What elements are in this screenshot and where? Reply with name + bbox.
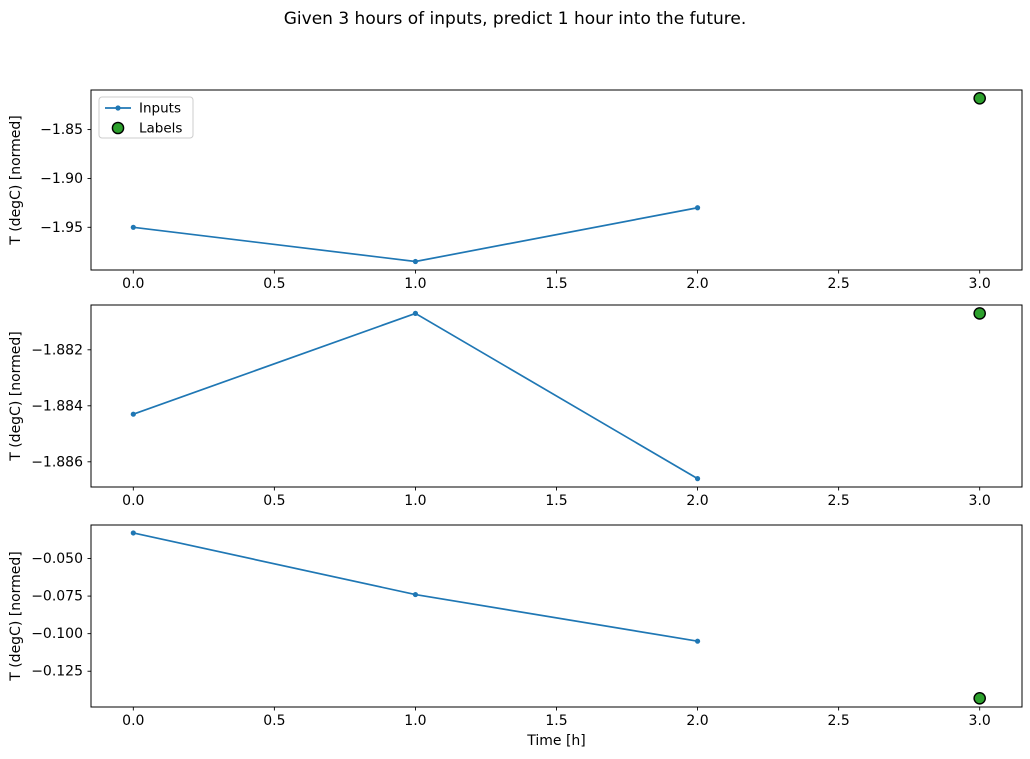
y-axis-label: T (degC) [normed] <box>8 331 24 462</box>
inputs-line <box>133 206 698 263</box>
inputs-point-marker <box>694 638 701 644</box>
inputs-line <box>133 312 698 480</box>
x-tick-label: 0.0 <box>122 713 144 729</box>
inputs-point-marker <box>412 258 419 265</box>
y-axis-label: T (degC) [normed] <box>8 115 24 246</box>
x-tick-label: 1.0 <box>404 493 426 509</box>
y-tick-label: −0.125 <box>31 664 83 680</box>
inputs-point-marker <box>130 224 136 230</box>
x-axis-label: Time [h] <box>526 733 586 749</box>
x-tick-label: 2.0 <box>686 276 708 292</box>
x-tick-label: 1.0 <box>404 276 426 292</box>
x-tick-label: 2.5 <box>827 493 849 509</box>
y-tick-label: −1.882 <box>31 342 83 358</box>
inputs-point-marker <box>130 411 136 417</box>
labels-scatter-point <box>973 691 986 705</box>
inputs-point-marker <box>412 310 419 316</box>
x-tick-label: 1.5 <box>545 493 567 509</box>
x-tick-label: 2.5 <box>827 276 849 292</box>
x-tick-label: 3.0 <box>969 276 991 292</box>
subplot-middle: 0.0 0.5 1.0 1.5 2.0 2.5 3.0 −1.882 −1.884 −1.886 T… <box>8 304 1023 509</box>
axes-spines <box>90 89 1023 271</box>
x-tick-label: 2.0 <box>686 713 708 729</box>
x-tick-label: 0.5 <box>263 276 285 292</box>
y-tick-label: −0.100 <box>31 626 83 642</box>
x-tick-label: 0.5 <box>263 713 285 729</box>
x-tick-label: 0.0 <box>122 276 144 292</box>
legend-inputs-marker-sample <box>115 105 121 111</box>
legend-labels-marker-sample <box>111 121 125 135</box>
figure-title: Given 3 hours of inputs, predict 1 hour … <box>283 9 747 29</box>
inputs-point-marker <box>694 476 701 482</box>
x-tick-label: 2.0 <box>686 493 708 509</box>
x-tick-label: 1.5 <box>545 276 567 292</box>
x-tick-label: 3.0 <box>969 713 991 729</box>
x-tick-label: 0.0 <box>122 493 144 509</box>
labels-scatter-point <box>973 307 986 320</box>
x-tick-label: 2.5 <box>827 713 849 729</box>
y-tick-label: −1.90 <box>40 171 83 187</box>
y-axis-label: T (degC) [normed] <box>8 551 24 682</box>
y-tick-label: −0.050 <box>31 551 83 567</box>
x-tick-label: 0.5 <box>263 493 285 509</box>
y-tick-label: −1.886 <box>31 454 83 470</box>
subplot-top: 0.0 0.5 1.0 1.5 2.0 2.5 3.0 −1.85 −1.90 −1.95 T (d… <box>8 89 1023 292</box>
y-tick-label: −1.884 <box>31 398 83 414</box>
inputs-point-marker <box>694 205 701 211</box>
legend-inputs-label: Inputs <box>139 101 181 117</box>
inputs-line <box>133 532 698 643</box>
y-tick-label: −1.85 <box>40 122 83 138</box>
axes-spines <box>90 524 1023 708</box>
x-tick-label: 1.0 <box>404 713 426 729</box>
y-tick-label: −0.075 <box>31 589 83 605</box>
legend-labels-label: Labels <box>139 121 182 137</box>
x-tick-label: 1.5 <box>545 713 567 729</box>
inputs-point-marker <box>412 591 419 598</box>
y-tick-label: −1.95 <box>40 220 83 236</box>
subplot-bottom: 0.0 0.5 1.0 1.5 2.0 2.5 3.0 −0.050 −0.075 −0.100 −… <box>8 524 1023 749</box>
labels-scatter-point <box>973 92 986 105</box>
x-tick-label: 3.0 <box>969 493 991 509</box>
inputs-point-marker <box>130 530 136 536</box>
